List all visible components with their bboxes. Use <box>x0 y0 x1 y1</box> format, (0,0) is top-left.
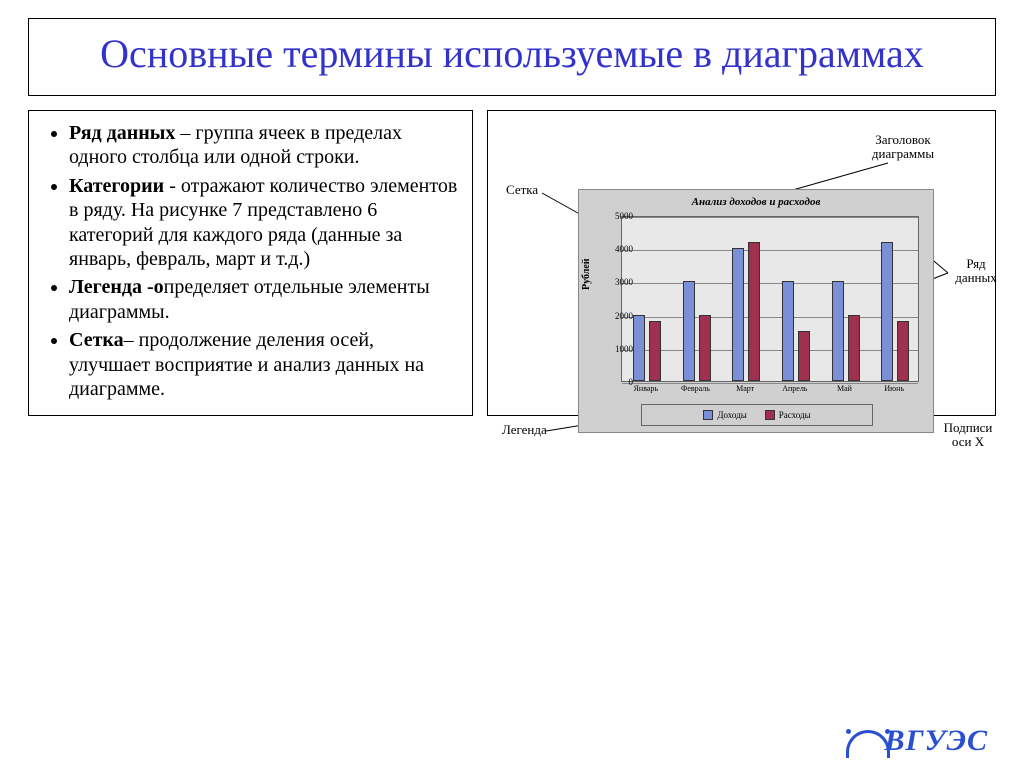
bar <box>649 321 661 381</box>
y-axis-label: Рублей <box>581 258 592 290</box>
terms-list: Ряд данных – группа ячеек в пределах одн… <box>41 121 460 401</box>
legend-label-income: Доходы <box>717 410 746 420</box>
bar <box>748 242 760 381</box>
y-tick: 4000 <box>603 244 633 254</box>
bar <box>798 331 810 381</box>
plot-area <box>621 216 919 382</box>
chart-title: Анализ доходов и расходов <box>579 190 933 210</box>
bar <box>848 315 860 381</box>
term-item: Ряд данных – группа ячеек в пределах одн… <box>69 121 460 170</box>
legend-item-income: Доходы <box>703 410 746 420</box>
bar <box>683 281 695 381</box>
gridline <box>622 250 918 251</box>
x-tick: Март <box>722 384 768 393</box>
term-name: Категории <box>69 175 164 197</box>
gridline <box>622 283 918 284</box>
title-box: Основные термины используемые в диаграмм… <box>28 18 996 96</box>
bar <box>897 321 909 381</box>
bar <box>699 315 711 381</box>
gridline <box>622 217 918 218</box>
gridline <box>622 350 918 351</box>
chart-column: Сетка Заголовокдиаграммы Рядданных Леген… <box>487 110 996 416</box>
x-tick: Апрель <box>772 384 818 393</box>
term-name: Ряд данных <box>69 122 175 144</box>
bar <box>832 281 844 381</box>
legend-label-expense: Расходы <box>779 410 811 420</box>
x-tick: Июнь <box>871 384 917 393</box>
plot-inner <box>622 217 918 381</box>
x-tick: Февраль <box>673 384 719 393</box>
term-item: Категории - отражают количество элементо… <box>69 174 460 272</box>
term-name: Сетка <box>69 329 124 351</box>
x-tick: Май <box>822 384 868 393</box>
legend-item-expense: Расходы <box>765 410 811 420</box>
bar <box>881 242 893 381</box>
logo-text: ВГУЭС <box>884 724 988 757</box>
callout-legend: Легенда <box>502 423 547 437</box>
terms-column: Ряд данных – группа ячеек в пределах одн… <box>28 110 473 416</box>
callout-x-labels: Подписиоси X <box>928 421 1008 450</box>
chart-panel: Анализ доходов и расходов Рублей Доходы … <box>578 189 934 433</box>
bar <box>633 315 645 381</box>
page-title: Основные термины используемые в диаграмм… <box>49 31 975 77</box>
swatch-expense <box>765 410 775 420</box>
logo: ВГУЭС <box>846 724 988 758</box>
bar <box>782 281 794 381</box>
y-tick: 2000 <box>603 311 633 321</box>
x-tick: Январь <box>623 384 669 393</box>
bar <box>732 248 744 381</box>
y-tick: 3000 <box>603 277 633 287</box>
y-tick: 1000 <box>603 344 633 354</box>
callout-data-series: Рядданных <box>946 257 1006 286</box>
term-item: Сетка– продолжение деления осей, улучшае… <box>69 328 460 401</box>
y-tick: 5000 <box>603 211 633 221</box>
columns: Ряд данных – группа ячеек в пределах одн… <box>28 110 996 416</box>
callout-chart-title: Заголовокдиаграммы <box>858 133 948 162</box>
legend-box: Доходы Расходы <box>641 404 873 426</box>
term-name: Легенда -о <box>69 276 164 298</box>
callout-grid: Сетка <box>506 183 538 197</box>
gridline <box>622 317 918 318</box>
term-item: Легенда -определяет отдельные элементы д… <box>69 275 460 324</box>
swatch-income <box>703 410 713 420</box>
